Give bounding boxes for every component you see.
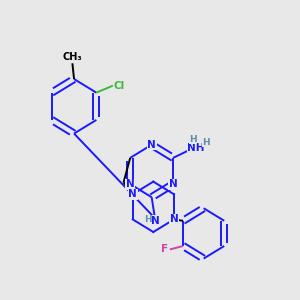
- Text: H: H: [202, 138, 210, 147]
- Text: N: N: [169, 214, 178, 224]
- Text: N: N: [128, 189, 137, 199]
- Text: N: N: [151, 216, 159, 226]
- Text: NH: NH: [188, 143, 205, 153]
- Text: N: N: [147, 140, 156, 150]
- Text: N: N: [126, 179, 135, 189]
- Text: H: H: [144, 215, 152, 224]
- Text: CH₃: CH₃: [63, 52, 82, 62]
- Text: H: H: [189, 135, 196, 144]
- Text: N: N: [169, 179, 178, 189]
- Text: F: F: [161, 244, 168, 254]
- Text: Cl: Cl: [113, 81, 124, 91]
